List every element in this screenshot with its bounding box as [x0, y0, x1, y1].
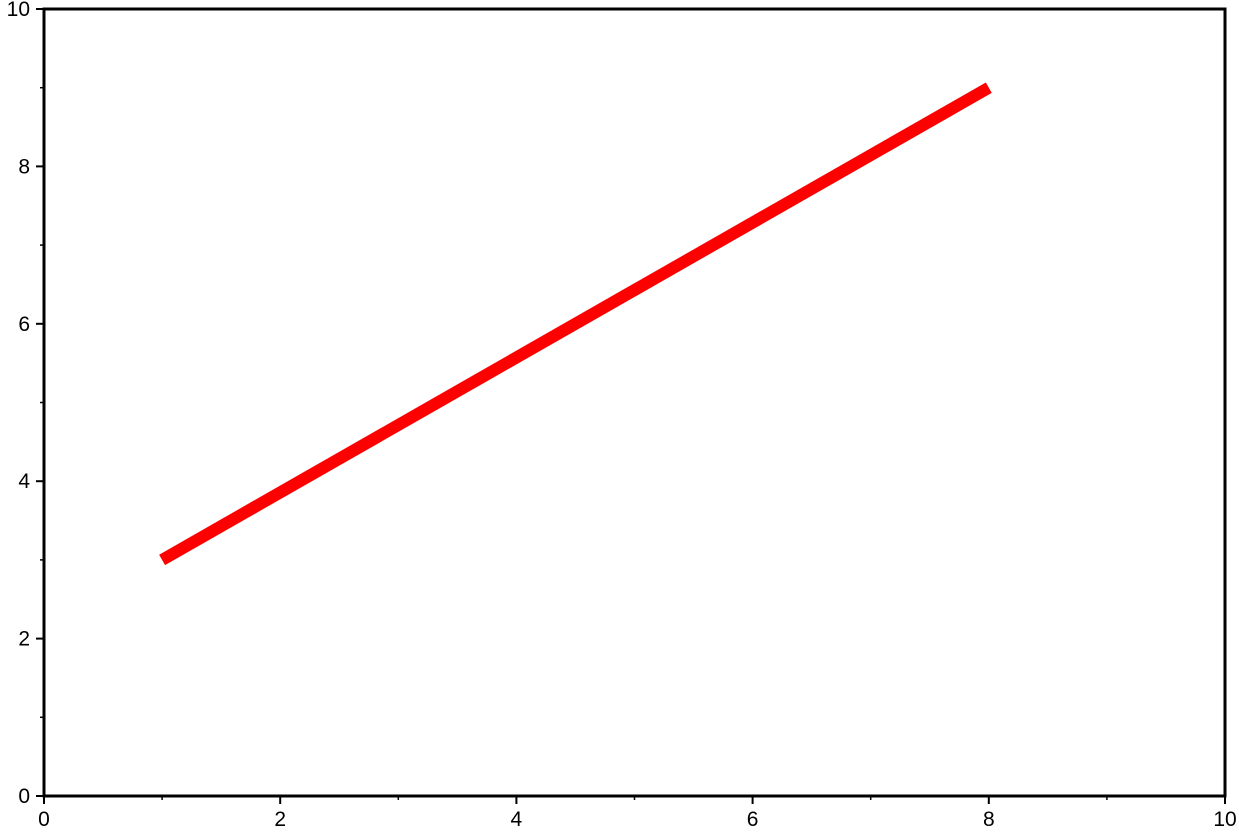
y-tick-label: 6 [18, 313, 30, 336]
y-tick-label: 10 [7, 0, 30, 21]
y-tick-label: 0 [18, 785, 30, 808]
y-tick-label: 8 [18, 155, 30, 178]
x-tick-label: 2 [274, 808, 286, 831]
x-tick-label: 0 [38, 808, 50, 831]
y-tick-label: 2 [18, 628, 30, 651]
x-tick-label: 4 [511, 808, 523, 831]
data-line [159, 82, 992, 566]
x-tick-label: 10 [1213, 808, 1236, 831]
x-tick-label: 8 [983, 808, 995, 831]
plot-frame [42, 7, 1227, 798]
y-tick-label: 4 [18, 470, 30, 493]
x-tick-label: 6 [747, 808, 759, 831]
